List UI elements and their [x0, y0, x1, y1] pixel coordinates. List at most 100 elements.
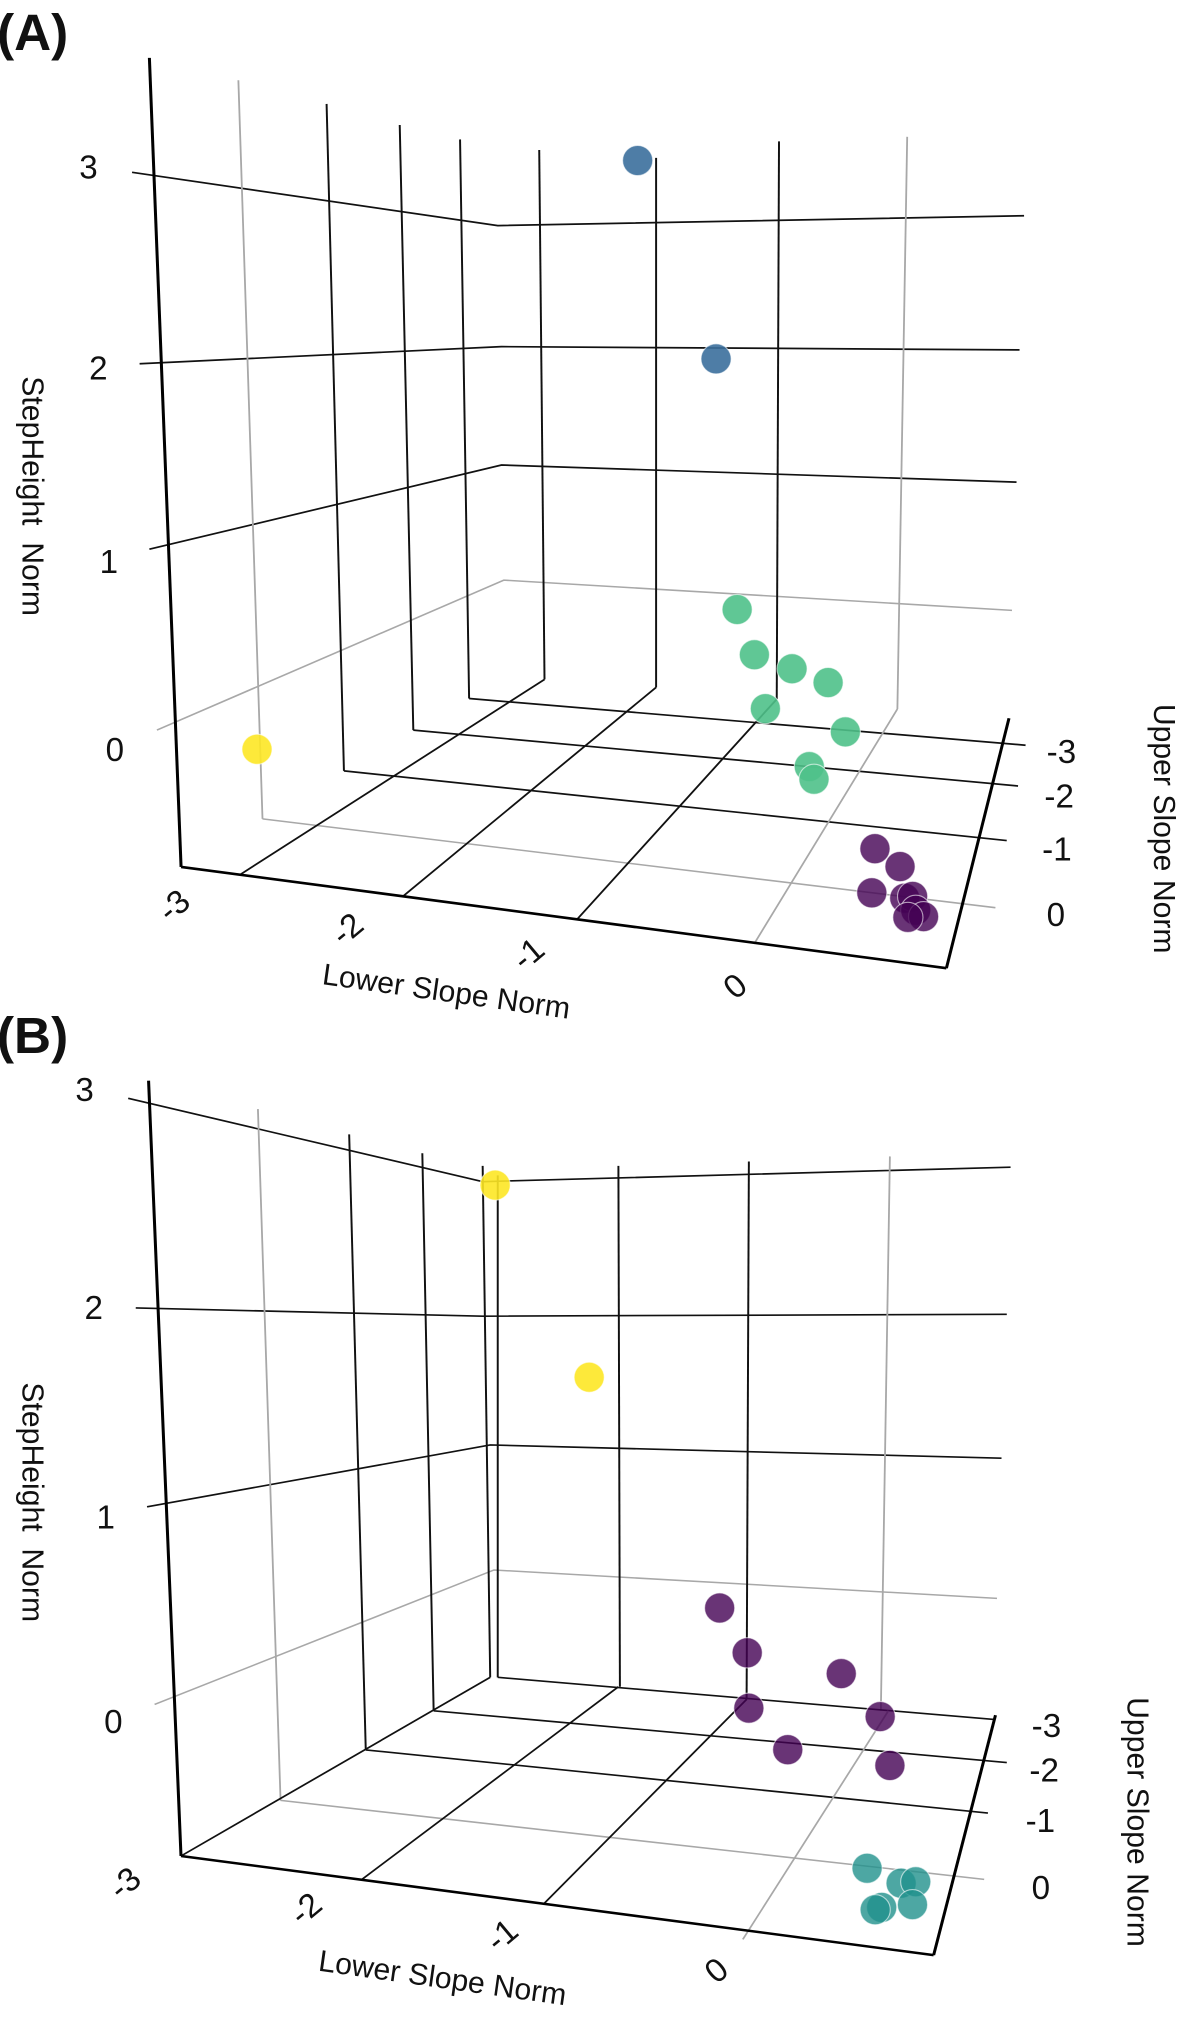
gridline-step-3: [131, 171, 1025, 227]
gridline-lower-0: [742, 1710, 890, 1940]
y-tick-label: -2: [1029, 1752, 1059, 1789]
gridline-step-0: [154, 1569, 998, 1706]
y-axis-title: Upper Slope Norm: [1120, 1697, 1153, 1947]
y-tick-label: -2: [1044, 779, 1073, 816]
grid-lines: [131, 57, 1026, 970]
z-tick-label: 3: [79, 150, 97, 187]
y-tick-label: -3: [1032, 1708, 1062, 1745]
gridline-vertical: [481, 1165, 492, 1678]
data-point: [829, 716, 862, 748]
z-tick-label: 3: [75, 1072, 93, 1109]
y-tick-label: -1: [1042, 831, 1071, 868]
y-axis-title: Upper Slope Norm: [1147, 704, 1180, 954]
gridline-vertical: [257, 1109, 282, 1801]
data-point: [479, 1169, 511, 1201]
gridline-lower--1: [576, 698, 778, 921]
gridline-vertical: [398, 124, 415, 731]
panel-label: (A): [0, 4, 68, 61]
data-point: [812, 666, 844, 699]
panel-a-chart: (A) 3 2 1 0 -3 -2 -1 0 -3 -2 -1 0 StepHe…: [0, 4, 1180, 1026]
gridline-vertical: [348, 1134, 367, 1750]
x-tick-label: -2: [325, 906, 371, 953]
gridline-vertical: [879, 1156, 891, 1711]
z-axis-title: StepHeight Norm: [16, 1382, 49, 1622]
data-point: [859, 1894, 891, 1926]
x-axis-line: [180, 865, 947, 970]
data-point: [896, 1888, 929, 1921]
data-point: [798, 763, 830, 795]
gridline-lower-0: [753, 708, 899, 945]
gridline-upper--1: [365, 1749, 989, 1814]
data-point: [874, 1749, 906, 1782]
grid-lines: [127, 1080, 1011, 1957]
data-point: [859, 833, 891, 865]
points-group: [241, 144, 940, 934]
z-tick-label: 1: [100, 544, 118, 581]
data-point: [856, 877, 888, 909]
gridline-vertical: [237, 80, 264, 819]
x-tick-label: -3: [151, 883, 197, 930]
z-tick-label: 0: [106, 732, 124, 769]
gridline-vertical: [896, 136, 909, 710]
x-tick-label: -1: [506, 931, 552, 978]
data-point: [622, 144, 654, 177]
data-point: [864, 1700, 896, 1733]
data-point: [749, 693, 782, 725]
gridline-upper--2: [413, 729, 1019, 787]
x-tick-label: -3: [102, 1860, 148, 1907]
z-tick-label: 1: [97, 1500, 115, 1537]
z-tick-label: 2: [84, 1290, 102, 1327]
y-axis-line: [944, 717, 1011, 969]
panel-b-chart: (B) 3 2 1 0 -3 -2 -1 0 -3 -2 -1 0 StepHe…: [0, 1007, 1153, 2012]
data-point: [573, 1361, 605, 1393]
data-point: [731, 1637, 763, 1669]
gridline-step-2: [135, 1307, 1007, 1317]
gridline-step-2: [139, 345, 1020, 365]
panel-label: (B): [0, 1007, 68, 1064]
y-tick-label: 0: [1032, 1870, 1050, 1907]
data-point: [700, 343, 732, 375]
gridline-vertical: [775, 141, 780, 700]
data-point: [721, 593, 753, 626]
x-tick-label: 0: [717, 967, 755, 1007]
z-tick-label: 2: [89, 350, 107, 387]
gridline-vertical: [421, 1153, 435, 1711]
x-tick-label: -1: [479, 1912, 525, 1959]
gridline-lower--1: [542, 1698, 748, 1906]
data-point: [703, 1592, 736, 1624]
gridline-upper--1: [343, 770, 1007, 842]
points-group: [479, 1169, 932, 1926]
z-axis-line: [147, 57, 183, 867]
gridline-vertical: [617, 1165, 621, 1687]
data-point: [892, 901, 924, 934]
gridline-lower--2: [402, 686, 657, 897]
gridline-vertical: [459, 139, 471, 699]
gridline-step-0: [156, 579, 1013, 731]
z-axis-title: StepHeight Norm: [16, 376, 49, 616]
z-tick-label: 0: [104, 1704, 122, 1741]
gridline-lower--2: [361, 1686, 620, 1880]
data-point: [825, 1657, 857, 1690]
data-point: [776, 653, 808, 685]
data-point: [851, 1852, 883, 1884]
gridline-lower--3: [239, 678, 546, 876]
data-point: [733, 1692, 765, 1724]
x-tick-label: 0: [698, 1951, 736, 1991]
x-axis-line: [180, 1854, 934, 1957]
y-axis-line: [932, 1714, 997, 1956]
gridline-upper--2: [433, 1709, 1007, 1764]
x-tick-label: -2: [283, 1886, 329, 1933]
y-tick-label: 0: [1047, 897, 1065, 934]
y-tick-label: -3: [1047, 734, 1076, 771]
gridline-step-1: [146, 1444, 1002, 1508]
gridline-vertical: [745, 1161, 750, 1700]
y-tick-label: -1: [1026, 1803, 1056, 1840]
gridline-upper--3: [469, 697, 1026, 747]
gridline-lower--3: [180, 1676, 491, 1857]
data-point: [884, 850, 916, 883]
data-point: [241, 733, 273, 765]
z-axis-line: [147, 1080, 183, 1857]
data-point: [772, 1734, 804, 1766]
data-point: [738, 639, 771, 671]
x-axis-title: Lower Slope Norm: [317, 1945, 569, 2012]
